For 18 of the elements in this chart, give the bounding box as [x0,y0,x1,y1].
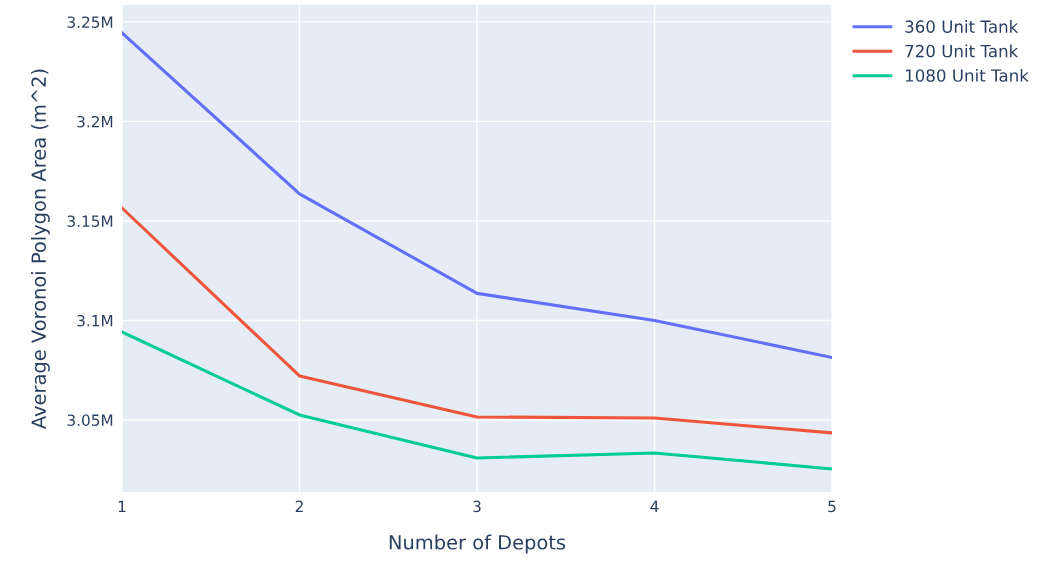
y-tick-label: 3.2M [77,115,113,128]
line-series [122,31,832,359]
legend-label: 720 Unit Tank [905,44,1019,58]
x-tick-label: 2 [295,500,303,512]
line-series [122,206,832,435]
y-tick-label: 3.1M [77,314,113,327]
x-tick-label: 5 [828,500,836,513]
y-axis-title: Average Voronoi Polygon Area (m^2) [30,69,50,429]
y-tick-label: 3.05M [67,414,113,426]
legend-label: 360 Unit Tank [905,20,1019,33]
x-tick-label: 3 [473,500,481,513]
y-tick-label: 3.15M [67,215,113,227]
y-tick-label: 3.25M [67,16,113,28]
x-axis-title: Number of Depots [389,534,566,554]
x-tick-label: 4 [650,500,659,512]
line-series [122,330,832,471]
legend-label: 1080 Unit Tank [905,68,1029,82]
x-tick-label: 1 [118,500,126,512]
